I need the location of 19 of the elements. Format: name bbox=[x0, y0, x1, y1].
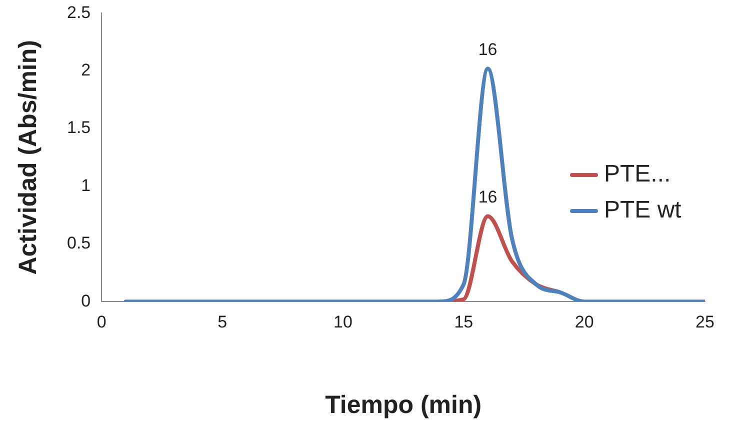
x-tick-label: 15 bbox=[454, 312, 474, 332]
annotation: 16 bbox=[478, 40, 498, 59]
annotation: 16 bbox=[478, 187, 498, 206]
x-tick-label: 5 bbox=[218, 312, 228, 332]
legend-label: PTE... bbox=[604, 160, 671, 188]
y-tick-label: 0.5 bbox=[66, 234, 91, 253]
line-series bbox=[124, 66, 705, 302]
x-tick-label: 20 bbox=[574, 312, 594, 332]
y-axis-title: Actividad (Abs/min) bbox=[14, 40, 42, 275]
y-tick-label: 2 bbox=[81, 60, 91, 80]
x-axis-title: Tiempo (min) bbox=[325, 390, 482, 419]
legend-label: PTE wt bbox=[604, 196, 682, 224]
y-tick-label: 1 bbox=[81, 176, 91, 195]
x-tick-label: 25 bbox=[696, 312, 714, 332]
y-tick-label: 0 bbox=[81, 291, 91, 310]
y-tick-label: 2.5 bbox=[66, 2, 91, 22]
x-tick-label: 0 bbox=[96, 312, 106, 332]
y-tick-label: 1.5 bbox=[66, 118, 91, 138]
x-tick-label: 10 bbox=[334, 312, 352, 332]
